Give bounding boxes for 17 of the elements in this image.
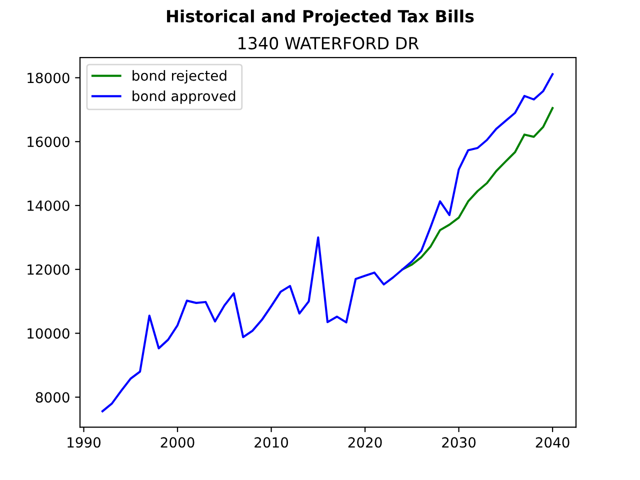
x-tick-label: 2040 xyxy=(536,437,570,448)
y-tick-label: 14000 xyxy=(28,200,70,211)
legend-label: bond approved xyxy=(132,90,236,104)
legend-label: bond rejected xyxy=(132,70,226,84)
x-tick-label: 2010 xyxy=(254,437,288,448)
x-tick-label: 1990 xyxy=(68,437,100,448)
line-series xyxy=(401,107,554,270)
x-tick-label: 2030 xyxy=(442,437,476,448)
chart-title: Historical and Projected Tax Bills xyxy=(167,10,474,26)
y-tick-label: 8000 xyxy=(36,392,70,403)
y-tick-label: 10000 xyxy=(28,328,70,339)
x-tick-label: 2020 xyxy=(348,437,382,448)
y-tick-label: 12000 xyxy=(28,264,70,275)
chart-subtitle: 1340 WATERFORD DR xyxy=(238,36,419,50)
y-tick-label: 16000 xyxy=(28,136,70,148)
x-tick-label: 2000 xyxy=(160,437,194,448)
y-tick-label: 18000 xyxy=(28,72,70,84)
